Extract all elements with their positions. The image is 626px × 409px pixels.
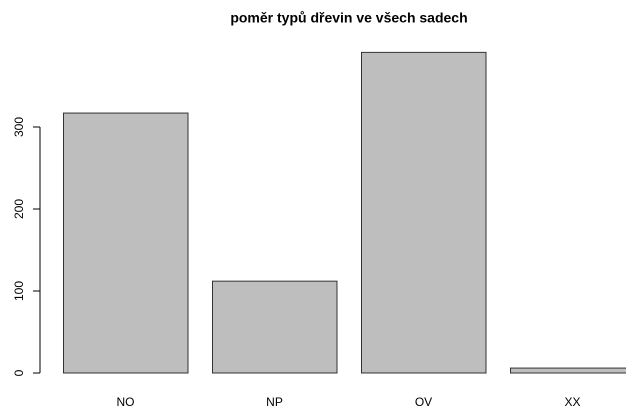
x-tick-label: OV [415, 395, 432, 409]
bar [510, 367, 626, 374]
x-tick-label: XX [564, 395, 580, 409]
x-tick-label: NO [117, 395, 135, 409]
y-tick-label: 0 [12, 369, 26, 376]
y-tick-label: 100 [12, 281, 26, 301]
bar [212, 280, 338, 374]
y-tick-label: 200 [12, 199, 26, 219]
bar [63, 112, 189, 374]
chart-title: poměr typů dřevin ve všech sadech [230, 10, 467, 26]
bar [361, 51, 487, 374]
x-tick-label: NP [266, 395, 283, 409]
y-tick-label: 300 [12, 117, 26, 137]
